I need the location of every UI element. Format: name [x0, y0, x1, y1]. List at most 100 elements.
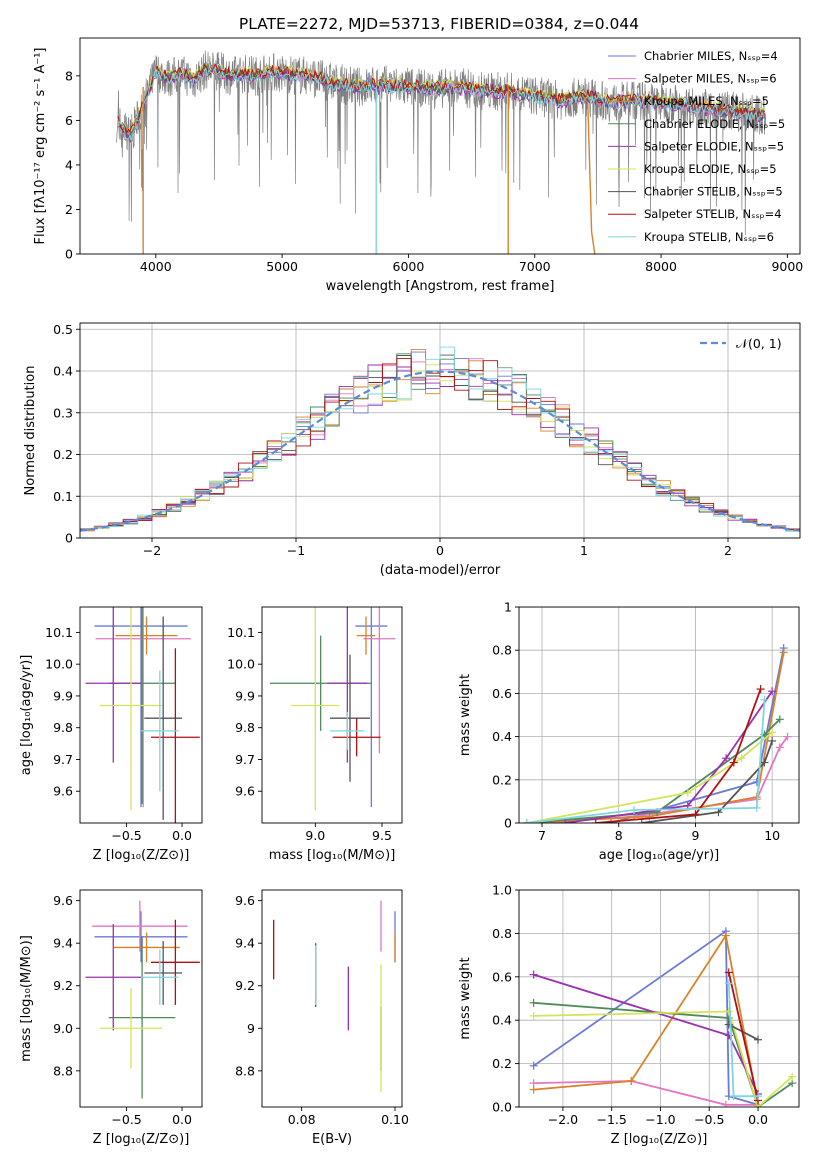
- series-line: [526, 731, 773, 823]
- plot-area: [116, 50, 767, 254]
- x-tick-label: 7000: [519, 259, 551, 274]
- y-tick-label: 10.0: [227, 657, 255, 672]
- y-tick-label: 0: [65, 531, 73, 546]
- y-tick-label: 10.1: [45, 625, 73, 640]
- plot-area: [80, 323, 800, 538]
- y-tick-label: 0.2: [53, 447, 73, 462]
- x-tick-label: −0.5: [111, 1112, 141, 1127]
- y-tick-label: 9.8: [53, 720, 73, 735]
- y-tick-label: 9.6: [53, 784, 73, 799]
- y-tick-label: 0.8: [492, 643, 512, 658]
- y-tick-label: 9: [247, 1021, 255, 1036]
- y-tick-label: 9.7: [235, 752, 255, 767]
- x-tick-label: −2: [143, 543, 161, 558]
- y-tick-label: 0.2: [492, 1056, 512, 1071]
- x-tick-label: 9.0: [305, 828, 325, 843]
- x-axis-label: Z [log₁₀(Z/Z⊙)]: [93, 1132, 190, 1147]
- axes-frame: [261, 606, 403, 824]
- x-tick-label: 7: [538, 828, 546, 843]
- y-tick-label: 0.1: [53, 489, 73, 504]
- y-tick-label: 0.2: [492, 772, 512, 787]
- x-tick-label: −1.0: [645, 1112, 675, 1127]
- mass-weight-vs-z-panel: −2.0 −1.5 −1.0 −0.5 0.0 0.0 0.2 0.4 0.6 0.8 1.0 Z […: [458, 883, 800, 1147]
- series-line: [533, 1001, 793, 1107]
- plot-area: [270, 607, 396, 811]
- y-tick-label: 9.9: [235, 688, 255, 703]
- y-tick-label: 10.1: [227, 625, 255, 640]
- axes-frame: [79, 889, 203, 1108]
- mass-vs-z-panel: −0.5 0.0 8.8 9.0 9.2 9.4 9.6 Z [log₁₀(Z/Z⊙)] mas…: [19, 889, 203, 1147]
- age-vs-mass-panel: 9.0 9.5 9.6 9.7 9.8 9.9 10.0 10.1 mass [log₁₀(M/…: [227, 606, 403, 863]
- x-tick-label: 9000: [771, 259, 803, 274]
- y-tick-label: 9.0: [53, 1021, 73, 1036]
- legend-label: Salpeter MILES, Nₛₛₚ=6: [644, 72, 777, 86]
- y-tick-label: 8: [65, 68, 73, 83]
- series-line: [533, 973, 759, 1095]
- axes-frame: [79, 606, 203, 824]
- series-line: [641, 740, 774, 823]
- x-axis-label: Z [log₁₀(Z/Z⊙)]: [611, 1132, 708, 1147]
- series-line: [727, 972, 759, 1101]
- y-tick-label: 0: [504, 816, 512, 831]
- histogram-step: [80, 364, 800, 532]
- x-axis-label: Z [log₁₀(Z/Z⊙)]: [93, 848, 190, 863]
- y-tick-label: 9.4: [53, 936, 73, 951]
- mass-weight-vs-age-panel: 7 8 9 10 0 0.2 0.4 0.6 0.8 1 age [log₁₀(age/yr)] ma…: [458, 600, 800, 863]
- x-tick-label: −1.5: [597, 1112, 627, 1127]
- y-tick-label: 9.2: [235, 978, 255, 993]
- y-tick-label: 9.6: [235, 893, 255, 908]
- y-tick-label: 0.6: [492, 686, 512, 701]
- series-line: [564, 690, 773, 823]
- age-vs-z-panel: −0.5 0.0 9.6 9.7 9.8 9.9 10.0 10.1 Z [log₁₀(Z/Z⊙…: [19, 606, 203, 863]
- series-line: [526, 652, 785, 823]
- legend-label: Salpeter ELODIE, Nₛₛₚ=5: [644, 139, 784, 153]
- y-tick-label: 0.3: [53, 405, 73, 420]
- y-tick-label: 0.4: [53, 364, 73, 379]
- y-tick-label: 2: [65, 202, 73, 217]
- x-tick-label: 10: [764, 828, 780, 843]
- series-line: [728, 1023, 759, 1041]
- x-tick-label: 5000: [266, 259, 298, 274]
- series-line: [533, 1010, 793, 1107]
- series-line: [533, 1080, 758, 1106]
- y-tick-label: 0: [65, 247, 73, 262]
- figure-title: PLATE=2272, MJD=53713, FIBERID=0384, z=0…: [239, 15, 639, 33]
- plot-area: [85, 900, 200, 1099]
- x-tick-label: 2: [724, 543, 732, 558]
- gaussian-model-line: [80, 370, 800, 532]
- y-tick-label: 1.0: [492, 883, 512, 898]
- plot-area: [519, 890, 799, 1107]
- y-tick-label: 9.2: [53, 978, 73, 993]
- x-axis-label: wavelength [Angstrom, rest frame]: [326, 279, 555, 294]
- y-tick-label: 9.9: [53, 688, 73, 703]
- x-tick-label: 4000: [140, 259, 172, 274]
- x-tick-label: 9.5: [372, 828, 392, 843]
- x-axis-label: (data-model)/error: [380, 563, 501, 578]
- x-tick-label: 6000: [393, 259, 425, 274]
- residuals-panel: 𝒩(0, 1) −2 −1 0 1 2 0 0.1 0.2 0.3 0.4 0.5 (data-mode…: [23, 322, 801, 578]
- model-line: [117, 63, 766, 135]
- y-axis-label: Flux [fλ10⁻¹⁷ erg cm⁻² s⁻¹ A⁻¹]: [33, 48, 48, 245]
- y-axis-label: age [log₁₀(age/yr)]: [19, 655, 34, 776]
- series-line: [533, 929, 759, 1106]
- x-tick-label: 1: [580, 543, 588, 558]
- x-tick-label: 0.0: [172, 1112, 192, 1127]
- legend-label: Salpeter STELIB, Nₛₛₚ=4: [644, 207, 782, 221]
- x-axis-label: age [log₁₀(age/yr)]: [599, 848, 720, 863]
- mass-vs-ebv-panel: 0.08 0.10 8.8 9 9.2 9.4 9.6 E(B-V): [235, 889, 409, 1147]
- series-line: [526, 718, 781, 823]
- series-line: [526, 699, 766, 823]
- y-tick-label: 0.8: [492, 926, 512, 941]
- axes-frame: [261, 889, 403, 1108]
- legend-label: Chabrier ELODIE, Nₛₛₚ=5: [644, 117, 785, 131]
- y-tick-label: 1: [504, 600, 512, 615]
- y-tick-label: 9.4: [235, 936, 255, 951]
- y-tick-label: 0.5: [53, 322, 73, 337]
- x-tick-label: −0.5: [694, 1112, 724, 1127]
- series-line: [533, 933, 759, 1105]
- model-line: [117, 66, 766, 141]
- legend-label: Kroupa MILES, Nₛₛₚ=5: [644, 94, 769, 108]
- y-tick-label: 0.0: [492, 1100, 512, 1115]
- y-tick-label: 9.8: [235, 720, 255, 735]
